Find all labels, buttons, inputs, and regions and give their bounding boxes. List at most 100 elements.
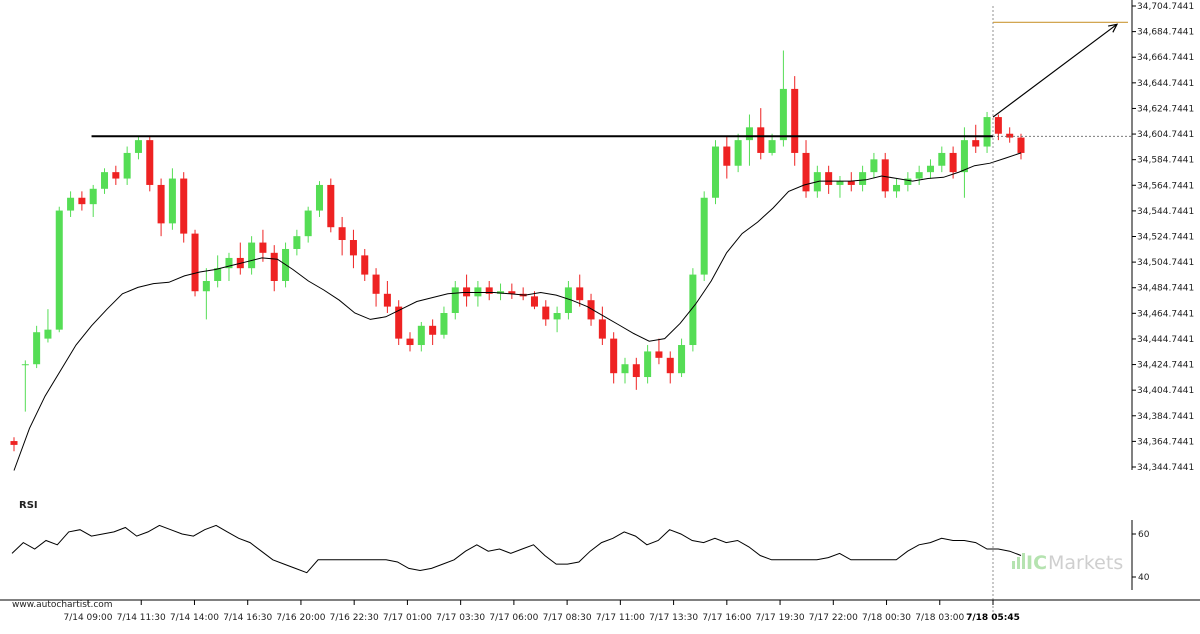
candle <box>847 172 855 192</box>
candle-body <box>960 140 968 173</box>
candle-body <box>270 252 278 281</box>
candle-body <box>338 227 346 241</box>
candle <box>1017 133 1025 160</box>
candle <box>508 283 516 299</box>
candle-body <box>938 152 946 166</box>
time-tick-label: 7/18 00:30 <box>862 613 911 623</box>
time-tick-label: 7/17 16:00 <box>702 613 751 623</box>
candle-body <box>983 117 991 147</box>
candle-body <box>89 188 97 205</box>
candle-body <box>55 210 63 330</box>
candle-body <box>293 236 301 249</box>
time-tick-label: 7/14 16:30 <box>223 613 272 623</box>
candle <box>610 332 618 384</box>
candle <box>248 236 256 275</box>
candle <box>893 178 901 198</box>
candle-body <box>157 184 165 224</box>
candle <box>417 321 425 352</box>
candle-body <box>474 287 482 297</box>
candle <box>123 146 131 185</box>
candle <box>938 146 946 173</box>
price-tick-label: 34,684.7441 <box>1137 28 1194 38</box>
candle <box>485 280 493 301</box>
candle <box>451 280 459 320</box>
time-tick-label: 7/17 01:00 <box>383 613 432 623</box>
candle <box>406 332 414 352</box>
rsi-tick-label: 60 <box>1138 530 1150 540</box>
candle-body <box>881 159 889 192</box>
candle-body <box>1017 137 1025 153</box>
candle-body <box>802 152 810 192</box>
candle-body <box>112 172 120 179</box>
candle-body <box>304 210 312 237</box>
forecast-arrow <box>992 23 1118 118</box>
candle <box>259 229 267 262</box>
brand-prefix: IC <box>1026 552 1047 574</box>
candle <box>576 274 584 307</box>
candle-body <box>870 159 878 173</box>
time-tick-label: 7/14 11:30 <box>117 613 166 623</box>
candle <box>202 268 210 320</box>
candle <box>802 140 810 198</box>
candle <box>564 280 572 320</box>
candle <box>33 325 41 369</box>
candle-body <box>678 345 686 374</box>
price-axis: 34,344.7441 34,364.7441 34,384.7441 34,404.… <box>1131 0 1194 473</box>
candle <box>270 245 278 292</box>
candle-body <box>191 233 199 292</box>
candle <box>757 108 765 160</box>
time-tick-label: 7/16 22:30 <box>330 613 379 623</box>
time-tick-label: 7/18 03:00 <box>915 613 964 623</box>
price-tick-label: 34,364.7441 <box>1137 437 1194 447</box>
candle-body <box>123 152 131 179</box>
price-tick-label: 34,524.7441 <box>1137 233 1194 243</box>
candle-body <box>847 181 855 185</box>
candle <box>383 280 391 314</box>
candle <box>825 165 833 194</box>
candle-body <box>723 146 731 166</box>
candle <box>745 114 753 166</box>
candle <box>497 283 505 301</box>
candle <box>134 136 142 160</box>
candle <box>78 191 86 211</box>
candle-body <box>463 287 471 297</box>
candle-body <box>327 184 335 228</box>
candle-body <box>101 172 109 189</box>
candle-body <box>349 240 357 256</box>
candle <box>89 184 97 217</box>
candle-body <box>598 319 606 339</box>
candle-body <box>67 197 75 211</box>
time-tick-label: 7/17 06:00 <box>489 613 538 623</box>
candle <box>21 360 29 412</box>
candle <box>474 280 482 307</box>
candle-body <box>372 274 380 294</box>
forecast-arrow-head <box>1108 23 1119 33</box>
candle <box>157 178 165 237</box>
candle-body <box>632 364 640 378</box>
candle <box>44 309 52 343</box>
brand-bar-2 <box>1017 557 1020 569</box>
price-tick-label: 34,544.7441 <box>1137 207 1194 217</box>
brand-bar-1 <box>1012 561 1015 569</box>
candle <box>960 127 968 198</box>
time-axis: 7/14 09:00 7/14 11:30 7/14 14:00 7/14 16:30… <box>0 599 1200 623</box>
candle-body <box>915 172 923 179</box>
rsi-title: RSI <box>19 500 38 511</box>
candle <box>225 252 233 281</box>
candle <box>542 300 550 326</box>
moving-average-line <box>13 152 1022 471</box>
candle-body <box>395 306 403 339</box>
time-tick-label: 7/14 14:00 <box>170 613 219 623</box>
candle-body <box>542 306 550 320</box>
time-tick-label: 7/17 13:30 <box>649 613 698 623</box>
candle <box>236 242 244 275</box>
candle <box>191 229 199 297</box>
candle <box>700 191 708 281</box>
price-tick-label: 34,484.7441 <box>1137 284 1194 294</box>
candle-body <box>315 184 324 211</box>
price-tick-label: 34,564.7441 <box>1137 181 1194 191</box>
candle <box>214 255 222 288</box>
candle <box>519 287 527 301</box>
candle <box>723 136 731 179</box>
